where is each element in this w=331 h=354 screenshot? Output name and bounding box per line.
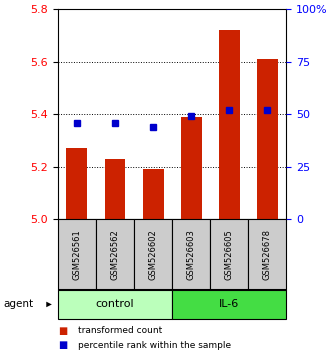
Text: ■: ■ <box>58 326 67 336</box>
Text: GSM526602: GSM526602 <box>149 229 158 280</box>
Bar <box>248 219 286 290</box>
Bar <box>172 219 210 290</box>
Text: GSM526561: GSM526561 <box>72 229 81 280</box>
Bar <box>58 290 172 319</box>
Bar <box>143 170 164 219</box>
Bar <box>105 159 125 219</box>
Text: GSM526603: GSM526603 <box>187 229 196 280</box>
Bar <box>67 148 87 219</box>
Bar <box>181 117 202 219</box>
Bar <box>172 290 286 319</box>
Bar <box>134 219 172 290</box>
Bar <box>58 219 96 290</box>
Bar <box>219 30 240 219</box>
Text: GSM526678: GSM526678 <box>263 229 272 280</box>
Text: IL-6: IL-6 <box>219 299 239 309</box>
Text: GSM526605: GSM526605 <box>225 229 234 280</box>
Bar <box>257 59 278 219</box>
Text: GSM526562: GSM526562 <box>111 229 119 280</box>
Text: percentile rank within the sample: percentile rank within the sample <box>78 341 231 350</box>
Bar <box>96 219 134 290</box>
Text: ■: ■ <box>58 340 67 350</box>
Bar <box>210 219 248 290</box>
Text: transformed count: transformed count <box>78 326 162 336</box>
Text: agent: agent <box>3 299 33 309</box>
Text: control: control <box>96 299 134 309</box>
